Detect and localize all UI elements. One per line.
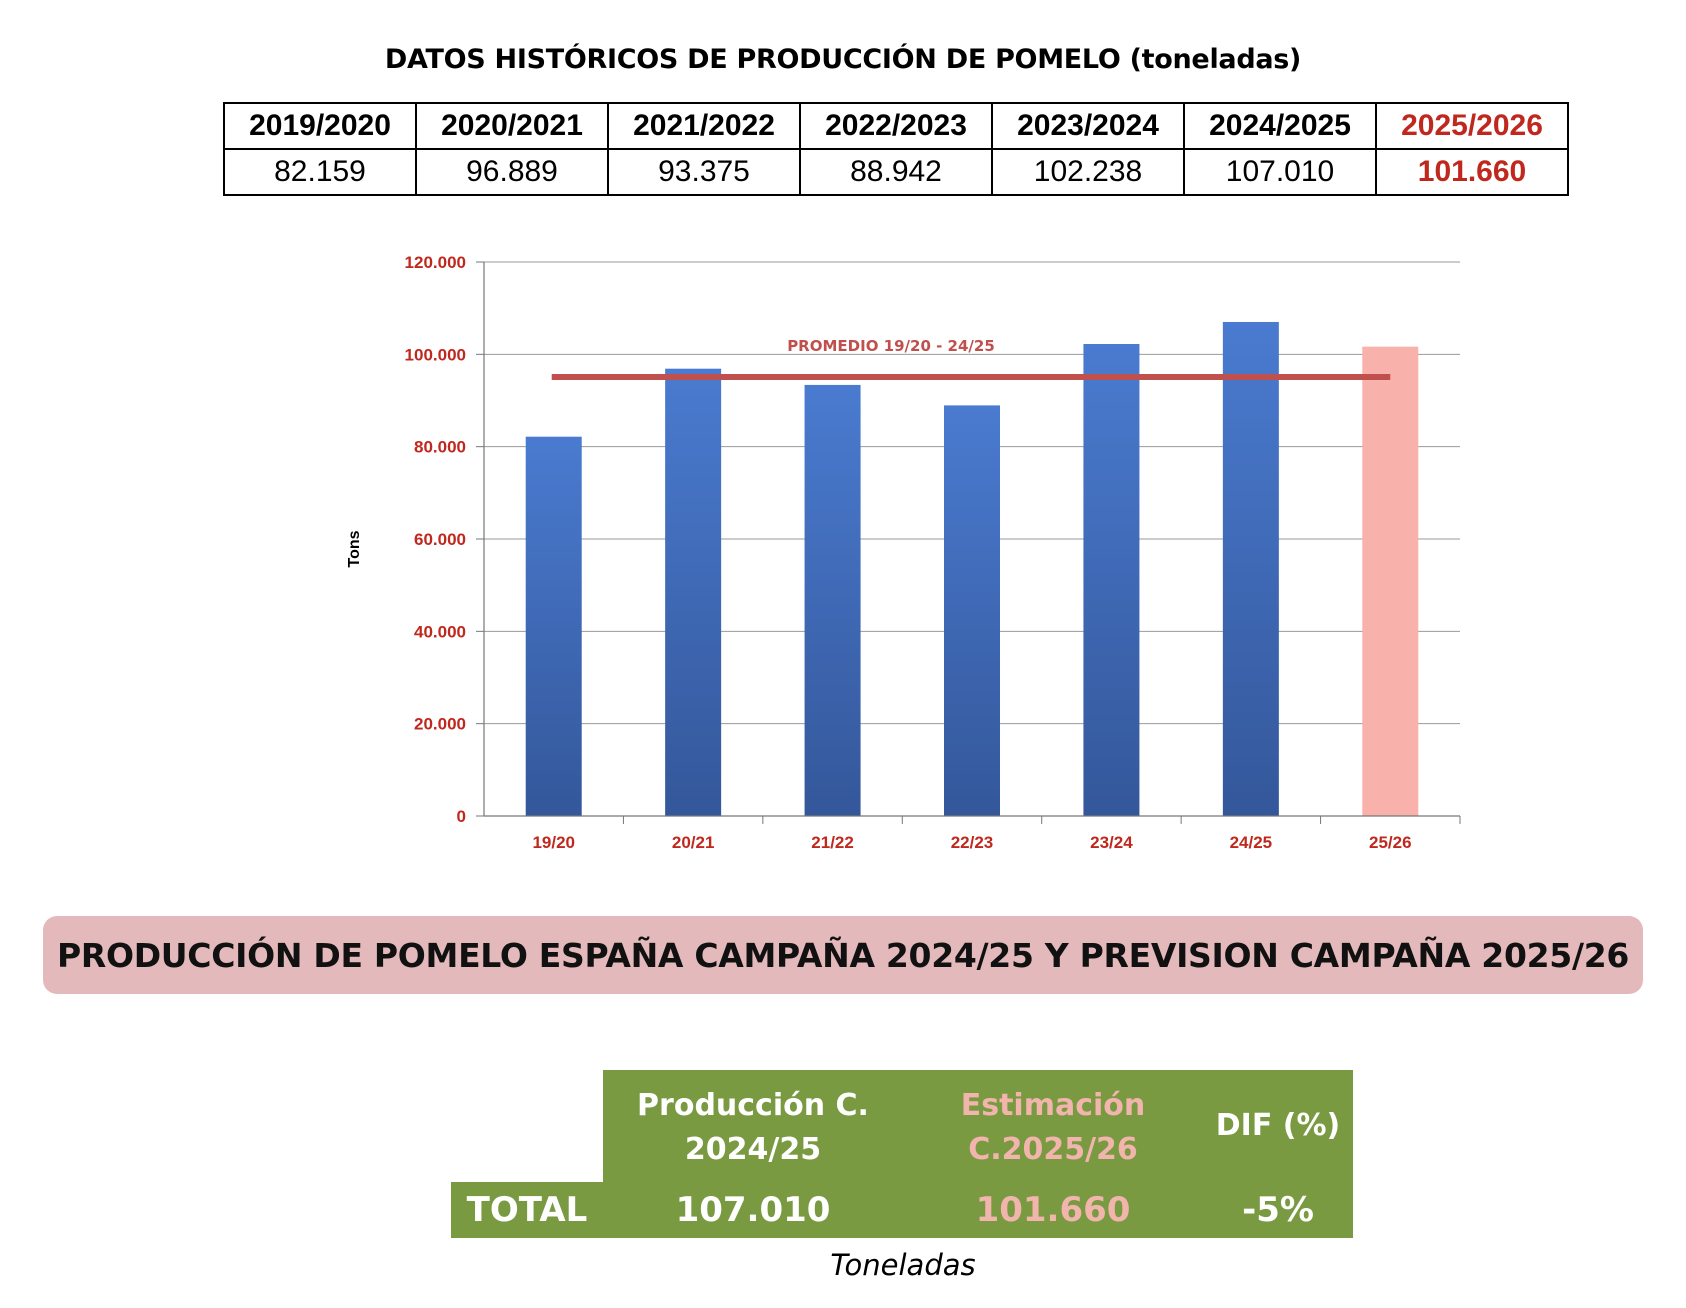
year-cell: 2020/2021 xyxy=(415,102,609,150)
header-dif: DIF (%) xyxy=(1215,1108,1341,1143)
year-cell: 2019/2020 xyxy=(223,102,417,150)
header-estimate: Estimación C.2025/26 xyxy=(903,1084,1203,1172)
unit-caption: Toneladas xyxy=(830,1248,976,1282)
x-tick-label: 25/26 xyxy=(1369,833,1412,852)
x-tick-label: 21/22 xyxy=(811,833,854,852)
total-production-value: 107.010 xyxy=(675,1190,831,1230)
campaign-banner: PRODUCCIÓN DE POMELO ESPAÑA CAMPAÑA 2024… xyxy=(43,916,1643,994)
y-tick-label: 80.000 xyxy=(414,438,466,457)
y-tick-label: 20.000 xyxy=(414,715,466,734)
year-cell: 2022/2023 xyxy=(799,102,993,150)
header-production: Producción C. 2024/25 xyxy=(603,1084,903,1172)
total-dif-value: -5% xyxy=(1242,1190,1314,1230)
value-cell: 102.238 xyxy=(991,148,1185,196)
y-tick-label: 120.000 xyxy=(405,253,466,272)
header-estimate-line2: C.2025/26 xyxy=(968,1132,1138,1167)
value-cell: 82.159 xyxy=(223,148,417,196)
page-title: DATOS HISTÓRICOS DE PRODUCCIÓN DE POMELO… xyxy=(384,44,1302,75)
bar xyxy=(525,436,582,816)
year-cell: 2023/2024 xyxy=(991,102,1185,150)
y-tick-label: 40.000 xyxy=(414,622,466,641)
production-bar-chart: PROMEDIO 19/20 - 24/25 0 20.000 40.000 60.0… xyxy=(346,253,1461,852)
bar xyxy=(804,384,861,816)
x-tick-label: 19/20 xyxy=(532,833,575,852)
year-cell: 2021/2022 xyxy=(607,102,801,150)
value-cell: 93.375 xyxy=(607,148,801,196)
bar xyxy=(665,368,722,816)
y-tick-label: 0 xyxy=(457,807,466,826)
total-label: TOTAL xyxy=(466,1190,588,1230)
summary-header: Producción C. 2024/25 Estimación C.2025/… xyxy=(603,1070,1353,1182)
bar-forecast xyxy=(1362,346,1419,816)
y-tick-label: 60.000 xyxy=(414,530,466,549)
bar xyxy=(1222,321,1279,816)
x-tick-label: 23/24 xyxy=(1090,833,1133,852)
total-estimate-value: 101.660 xyxy=(975,1190,1131,1230)
y-axis-title: Tons xyxy=(346,530,363,567)
x-tick-label: 20/21 xyxy=(672,833,715,852)
year-cell-forecast: 2025/2026 xyxy=(1375,102,1569,150)
average-line-label: PROMEDIO 19/20 - 24/25 xyxy=(787,337,995,355)
header-estimate-line1: Estimación xyxy=(960,1088,1146,1123)
value-cell: 88.942 xyxy=(799,148,993,196)
history-values-row: 82.159 96.889 93.375 88.942 102.238 107.… xyxy=(223,148,1569,196)
y-tick-label: 100.000 xyxy=(405,345,466,364)
header-production-line2: 2024/25 xyxy=(684,1132,822,1167)
header-production-line1: Producción C. xyxy=(637,1088,869,1123)
value-cell-forecast: 101.660 xyxy=(1375,148,1569,196)
history-table: 2019/2020 2020/2021 2021/2022 2022/2023 … xyxy=(223,102,1569,196)
summary-total-row: TOTAL 107.010 101.660 -5% xyxy=(451,1182,1353,1238)
bar xyxy=(1083,344,1140,816)
value-cell: 96.889 xyxy=(415,148,609,196)
bar xyxy=(944,405,1000,816)
value-cell: 107.010 xyxy=(1183,148,1377,196)
x-tick-label: 24/25 xyxy=(1230,833,1273,852)
history-years-row: 2019/2020 2020/2021 2021/2022 2022/2023 … xyxy=(223,102,1569,150)
year-cell: 2024/2025 xyxy=(1183,102,1377,150)
x-tick-label: 22/23 xyxy=(951,833,994,852)
